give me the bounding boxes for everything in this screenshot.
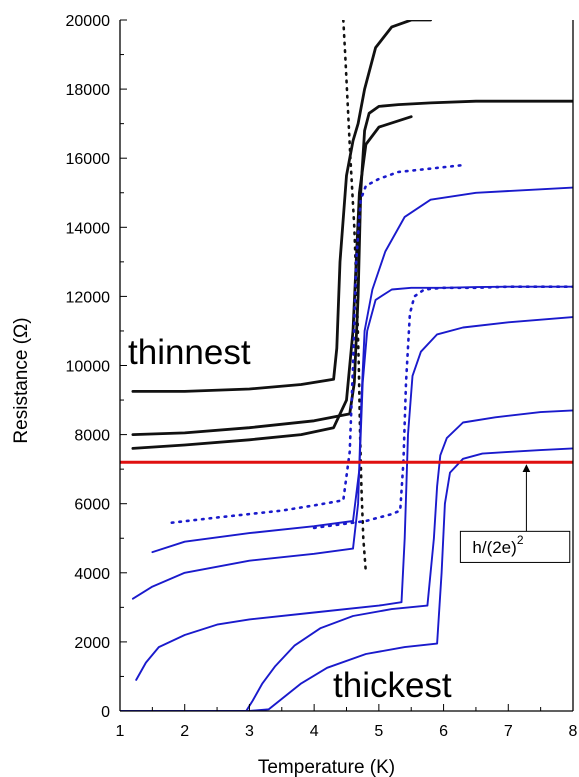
y-tick-label: 6000 [74,497,110,514]
y-tick-label: 18000 [66,82,111,99]
series-line-2 [131,20,432,393]
x-tick-label: 8 [569,723,578,740]
y-tick-label: 16000 [66,151,111,168]
y-tick-label: 12000 [66,289,111,306]
axes-layer: 1 2 3 4 5 6 7 8 0 2000 4000 6000 8000 10000 12000 14000… [11,13,578,777]
reference-label-box [459,530,571,563]
series-line-9 [135,316,573,681]
annotation-thickest: thickest [333,666,452,705]
series-line-6 [151,285,573,554]
y-tick-label: 0 [101,704,110,721]
series-dots-8 [312,285,573,530]
y-tick-label: 20000 [66,13,111,30]
reference-layer: h/(2e)2 [120,460,573,563]
y-axis-title: Resistance (Ω) [11,317,32,443]
x-axis-title: Temperature (K) [258,757,395,777]
y-tick-label: 8000 [74,428,110,445]
series-dots-5 [170,163,465,524]
y-tick-label: 14000 [66,220,111,237]
reference-label-superscript: 2 [517,533,524,547]
series-line-11 [120,447,573,711]
series-dots-1 [342,20,368,575]
annotation-thinnest: thinnest [128,333,251,372]
y-tick-label: 10000 [66,359,111,376]
y-tick-label: 2000 [74,635,110,652]
x-tick-label: 7 [504,723,513,740]
x-tick-label: 5 [374,723,383,740]
series-line-4 [131,115,413,450]
y-tick-label: 4000 [74,566,110,583]
x-tick-label: 3 [245,723,254,740]
x-tick-label: 6 [439,723,448,740]
annotation-layer: thinnest thickest [128,333,452,705]
series-line-10 [245,409,573,711]
x-tick-label: 2 [180,723,189,740]
x-tick-label: 4 [310,723,319,740]
series-layer [120,20,573,711]
series-line-7 [131,186,573,600]
x-tick-label: 1 [116,723,125,740]
